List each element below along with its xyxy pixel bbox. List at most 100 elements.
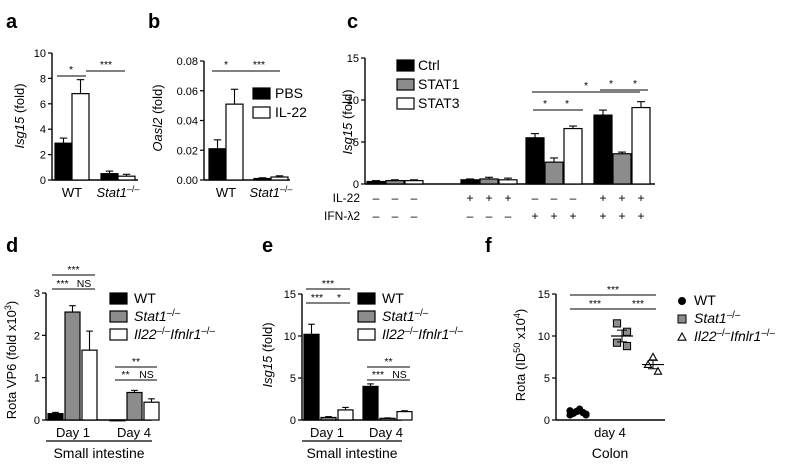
panel-d-y-tick-label: 1 <box>34 373 40 385</box>
panel-a-y-label: Isg15 (fold) <box>12 83 27 148</box>
panel-b-letter: b <box>148 11 160 33</box>
panel-c-treatment-label: IFN-λ2 <box>324 209 360 223</box>
panel-d-y-tick-label: 2 <box>34 330 40 342</box>
panel-a-group-label: WT <box>62 185 82 200</box>
panel-b-y-tick-label: 0.02 <box>177 145 198 157</box>
panel-d-bar <box>126 391 143 421</box>
panel-f-letter: f <box>485 235 492 257</box>
panel-d-bar <box>109 419 126 422</box>
panel-b-bar <box>208 148 227 181</box>
panel-c-legend-swatch <box>396 59 415 72</box>
panel-c-treatment-mark: – <box>392 209 399 223</box>
panel-f-y-tick-label: 0 <box>544 415 550 427</box>
panel-c-bar <box>385 180 405 185</box>
panel-c-treatment-label: IL-22 <box>333 191 361 205</box>
panel-b-legend-label: PBS <box>275 85 303 101</box>
panel-e-y-tick-label: 10 <box>284 331 296 343</box>
panel-e-bar <box>379 417 396 421</box>
panel-c-bar <box>525 137 545 185</box>
panel-c-bar <box>460 179 480 185</box>
panel-e-category-label: Day 1 <box>310 425 344 440</box>
panel-c-y-tick-label: 0 <box>353 179 359 191</box>
panel-c-treatment-mark: + <box>618 209 625 223</box>
panel-d-bar <box>64 311 81 421</box>
panel-e-legend-swatch <box>357 328 376 341</box>
panel-e-bar <box>362 385 379 421</box>
panel-e-legend-swatch <box>357 292 376 305</box>
panel-e-legend-label: WT <box>382 290 404 306</box>
panel-f-x-label: Colon <box>592 445 629 461</box>
panel-c-treatment-mark: – <box>373 191 380 205</box>
panel-d-bar <box>81 349 98 421</box>
panel-c-treatment-mark: + <box>485 191 492 205</box>
panel-c-treatment-mark: – <box>505 209 512 223</box>
panel-f-sig-label: *** <box>589 298 601 310</box>
panel-c-bar <box>498 179 518 185</box>
panel-d-sig-label: ** <box>132 356 140 368</box>
panel-d-y-tick-label: 3 <box>34 288 40 300</box>
panel-b-bar <box>225 103 244 181</box>
panel-c-treatment-mark: – <box>392 191 399 205</box>
panel-c-treatment-mark: + <box>637 191 644 205</box>
panel-a-bar <box>117 175 136 181</box>
panel-c-sig-label: * <box>633 78 637 90</box>
panel-e-legend-label: Stat1–/– <box>382 308 429 325</box>
panel-c-treatment-mark: + <box>637 209 644 223</box>
panel-c-treatment-mark: + <box>599 191 606 205</box>
panel-e-y-tick-label: 5 <box>290 373 296 385</box>
panel-a-y-tick-label: 6 <box>40 99 46 111</box>
panel-a-y-tick-label: 10 <box>34 48 46 60</box>
panel-a-y-tick-label: 2 <box>40 150 46 162</box>
panel-b-y-tick-label: 0.00 <box>177 175 198 187</box>
panel-b-y-tick-label: 0.08 <box>177 56 198 68</box>
panel-c-bar <box>366 180 386 185</box>
panel-d-legend-swatch <box>109 310 128 323</box>
panel-d-sig-label: ** <box>121 369 129 381</box>
panel-e-legend-swatch <box>357 310 376 323</box>
panel-d-sig-label: *** <box>67 264 79 276</box>
panel-f-point <box>622 341 632 351</box>
panel-c-letter: c <box>347 11 358 33</box>
panel-e-bar <box>303 333 320 421</box>
panel-c-y-tick-label: 15 <box>347 53 359 65</box>
panel-e-sig-label: *** <box>322 278 334 290</box>
panel-f-point <box>677 314 687 324</box>
panel-e-letter: e <box>262 235 273 257</box>
panel-b-y-label: Oasl2 (fold) <box>150 84 165 151</box>
panel-b-group-label: WT <box>216 185 236 200</box>
panel-b-sig-label: *** <box>253 59 265 71</box>
panel-d-legend-swatch <box>109 328 128 341</box>
panel-c-bar <box>479 178 499 185</box>
panel-f-sig-label: *** <box>632 298 644 310</box>
panel-c-y-label: Isg15 (fold) <box>340 89 355 154</box>
panel-d-sig-label: NS <box>139 369 154 381</box>
panel-a-bar <box>71 93 90 181</box>
panel-f-x-tick-label: day 4 <box>594 425 626 440</box>
panel-d-category-label: Day 4 <box>117 425 151 440</box>
panel-f-point <box>653 366 663 375</box>
panel-f-y-tick-label: 5 <box>544 373 550 385</box>
panel-c-bar <box>631 106 651 185</box>
panel-c-legend-label: STAT3 <box>418 95 460 111</box>
panel-c-treatment-mark: – <box>486 209 493 223</box>
panel-e-sig-label: ** <box>384 356 392 368</box>
panel-e-bar <box>337 409 354 421</box>
panel-c-sig-label: * <box>584 80 588 92</box>
panel-e-legend-label: Il22–/–Ifnlr1–/– <box>382 326 463 343</box>
panel-d-sig-label: *** <box>56 278 68 290</box>
panel-a-sig-label: *** <box>100 59 112 71</box>
panel-c-treatment-mark: + <box>618 191 625 205</box>
panel-b-legend-swatch <box>252 87 271 100</box>
panel-d-category-label: Day 1 <box>56 425 90 440</box>
panel-b-y-tick-label: 0.06 <box>177 86 198 98</box>
panel-f-point <box>612 319 622 328</box>
panel-e-y-tick-label: 15 <box>284 289 296 301</box>
panel-f-legend-label: Stat1–/– <box>694 310 741 327</box>
panel-f-sig-label: *** <box>607 284 619 296</box>
panel-c-treatment-mark: + <box>550 209 557 223</box>
panel-a-y-tick-label: 0 <box>40 175 46 187</box>
panel-c-treatment-mark: – <box>532 191 539 205</box>
panel-a-letter: a <box>6 11 18 33</box>
panel-b-bar <box>270 176 289 181</box>
panel-c-bar <box>593 114 613 185</box>
